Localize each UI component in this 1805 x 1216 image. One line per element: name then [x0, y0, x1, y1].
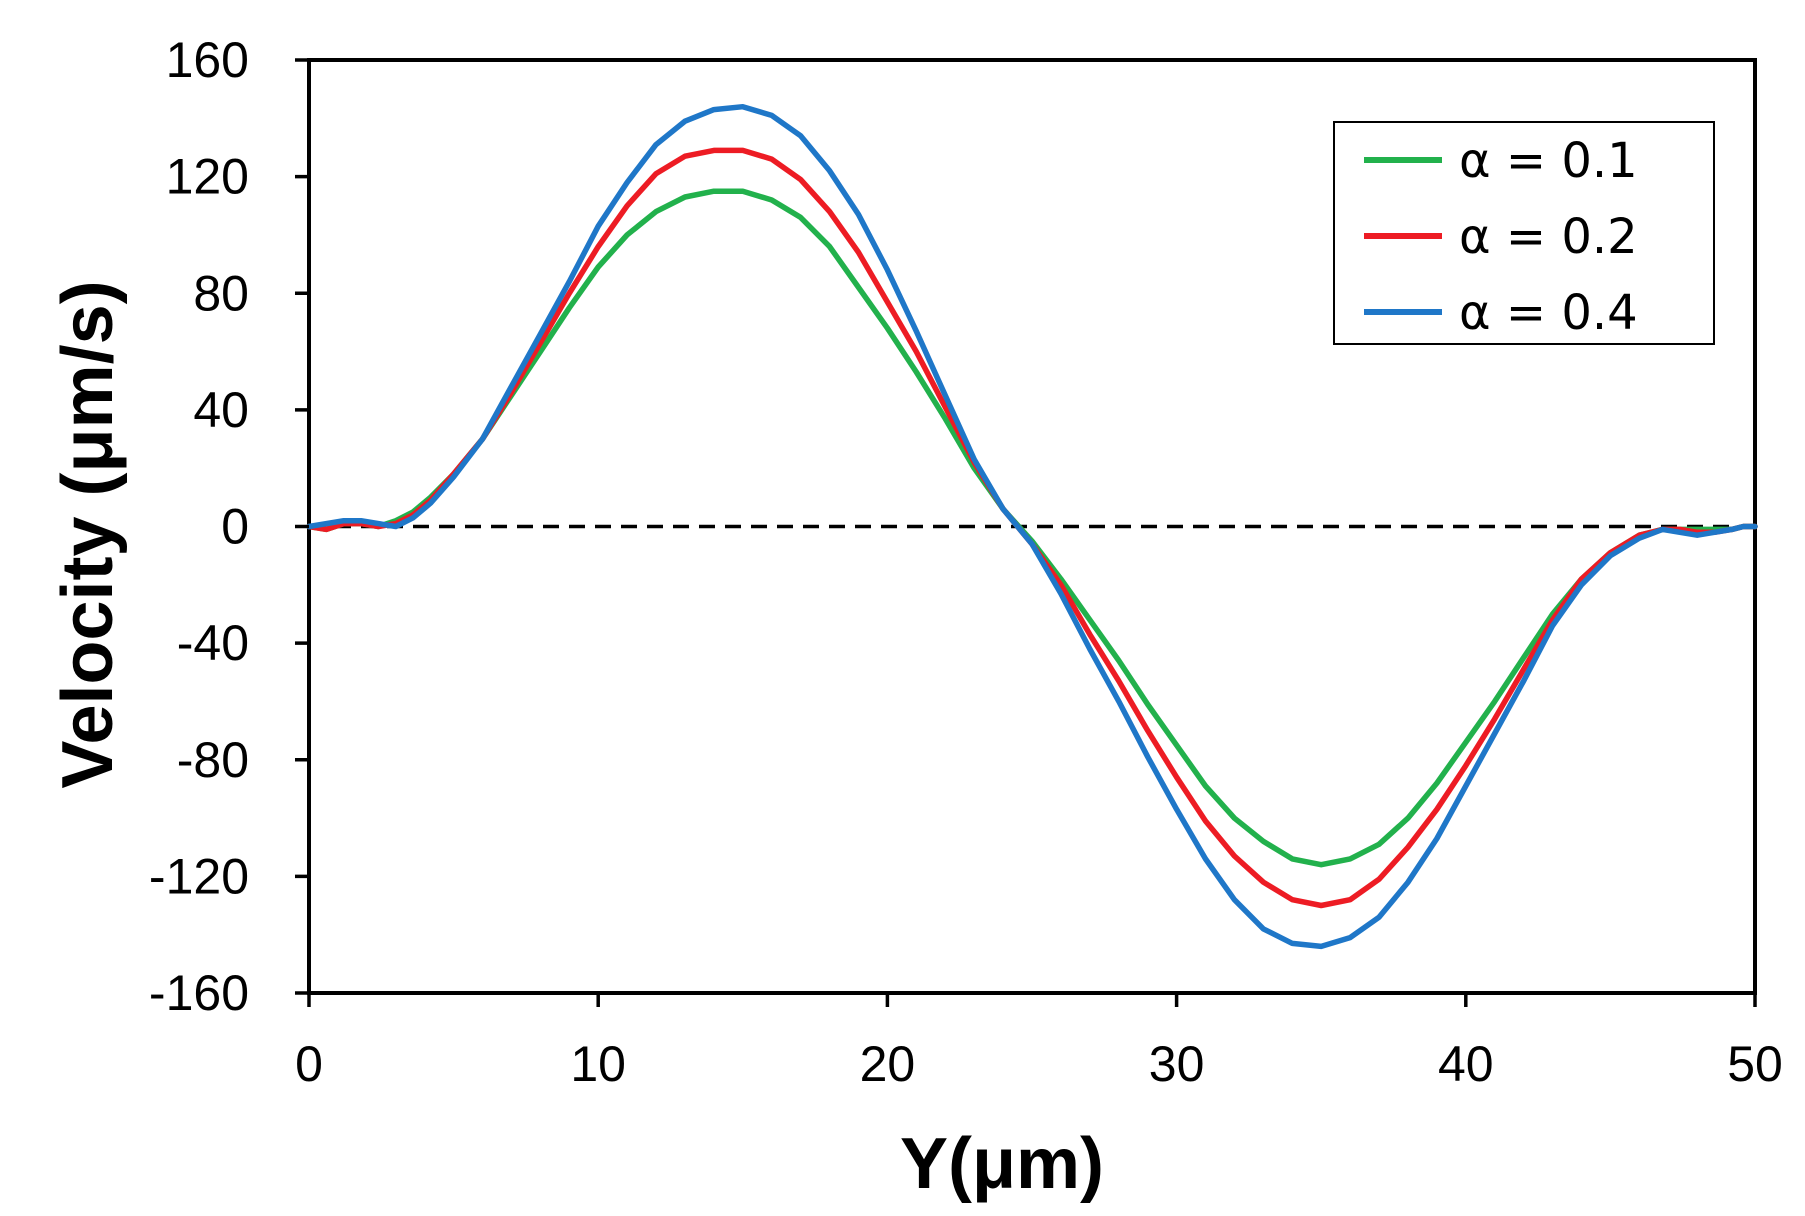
y-tick-label: -80: [177, 732, 249, 788]
y-tick-label: 120: [166, 149, 249, 205]
y-tick-label: -40: [177, 615, 249, 671]
x-tick-label: 40: [1438, 1036, 1494, 1092]
legend-label: α = 0.2: [1459, 209, 1638, 265]
axes: 160 120 80 40 0 -40 -80 -120 -160 0 10 20 30 40 50: [149, 32, 1783, 1092]
x-tick-label: 20: [860, 1036, 916, 1092]
x-tick-label: 30: [1149, 1036, 1205, 1092]
series-line-3: [306, 103, 1758, 950]
y-axis-title: Velocity (μm/s): [48, 280, 128, 788]
y-tick-label: 160: [166, 32, 249, 88]
y-tick-label: 80: [193, 265, 249, 321]
x-tick-label: 10: [570, 1036, 626, 1092]
x-axis-title: Y(μm): [900, 1124, 1104, 1204]
y-tick-label: 40: [193, 382, 249, 438]
y-tick-label: -120: [149, 848, 249, 904]
legend: α = 0.1 α = 0.2 α = 0.4: [1333, 121, 1715, 345]
legend-label: α = 0.1: [1459, 133, 1638, 189]
x-tick-label: 0: [295, 1036, 323, 1092]
y-tick-label: -160: [149, 965, 249, 1021]
legend-label: α = 0.4: [1459, 285, 1638, 341]
x-tick-label: 50: [1727, 1036, 1783, 1092]
series-lines: [306, 103, 1758, 950]
y-tick-label: 0: [221, 499, 249, 555]
